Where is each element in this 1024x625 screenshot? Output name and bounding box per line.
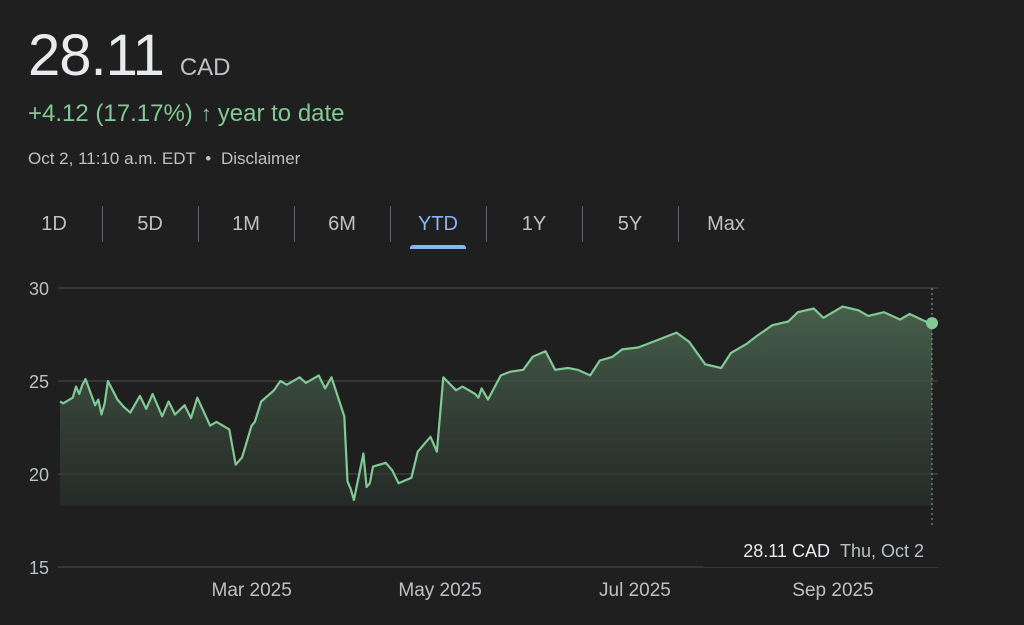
quote-header: 28.11 CAD xyxy=(28,22,231,89)
separator-dot: • xyxy=(205,149,212,168)
tab-5d[interactable]: 5D xyxy=(102,204,198,244)
arrow-up-icon: ↑ xyxy=(200,101,212,126)
price-area xyxy=(60,306,932,506)
y-tick-label: 25 xyxy=(29,372,49,392)
price-line xyxy=(59,305,933,502)
disclaimer-link[interactable]: Disclaimer xyxy=(220,149,301,168)
x-tick-label: Jul 2025 xyxy=(599,580,671,601)
currency-code: CAD xyxy=(179,54,231,81)
tab-ytd[interactable]: YTD xyxy=(390,204,486,249)
y-tick-label: 20 xyxy=(29,465,49,485)
y-tick-label: 30 xyxy=(29,279,49,299)
x-tick-label: Mar 2025 xyxy=(212,580,292,601)
price-chart[interactable]: 30 25 20 15 Mar 2025 May 2025 Jul 2025 Sep 2025 xyxy=(0,270,1024,625)
quote-meta: Oct 2, 11:10 a.m. EDT • Disclaimer xyxy=(28,149,300,169)
y-tick-label: 15 xyxy=(29,558,49,578)
x-tick-label: May 2025 xyxy=(398,580,481,601)
tab-1m[interactable]: 1M xyxy=(198,204,294,244)
current-point xyxy=(926,317,938,330)
change-value: +4.12 (17.17%) xyxy=(28,100,193,127)
tab-5y[interactable]: 5Y xyxy=(582,204,678,244)
change-period: year to date xyxy=(217,100,345,127)
timestamp: Oct 2, 11:10 a.m. EDT xyxy=(28,149,196,168)
x-tick-label: Sep 2025 xyxy=(792,580,873,601)
hover-tooltip: 28.11 CAD Thu, Oct 2 xyxy=(703,535,938,567)
tooltip-value: 28.11 CAD xyxy=(743,540,830,561)
price-change: +4.12 (17.17%) ↑ year to date xyxy=(28,100,345,128)
current-price: 28.11 xyxy=(28,23,165,88)
range-tabs: 1D 5D 1M 6M YTD 1Y 5Y Max xyxy=(6,204,774,249)
tab-1y[interactable]: 1Y xyxy=(486,204,582,244)
tab-max[interactable]: Max xyxy=(678,204,774,244)
tooltip-date: Thu, Oct 2 xyxy=(839,540,924,561)
tab-1d[interactable]: 1D xyxy=(41,212,67,235)
tab-6m[interactable]: 6M xyxy=(294,204,390,244)
